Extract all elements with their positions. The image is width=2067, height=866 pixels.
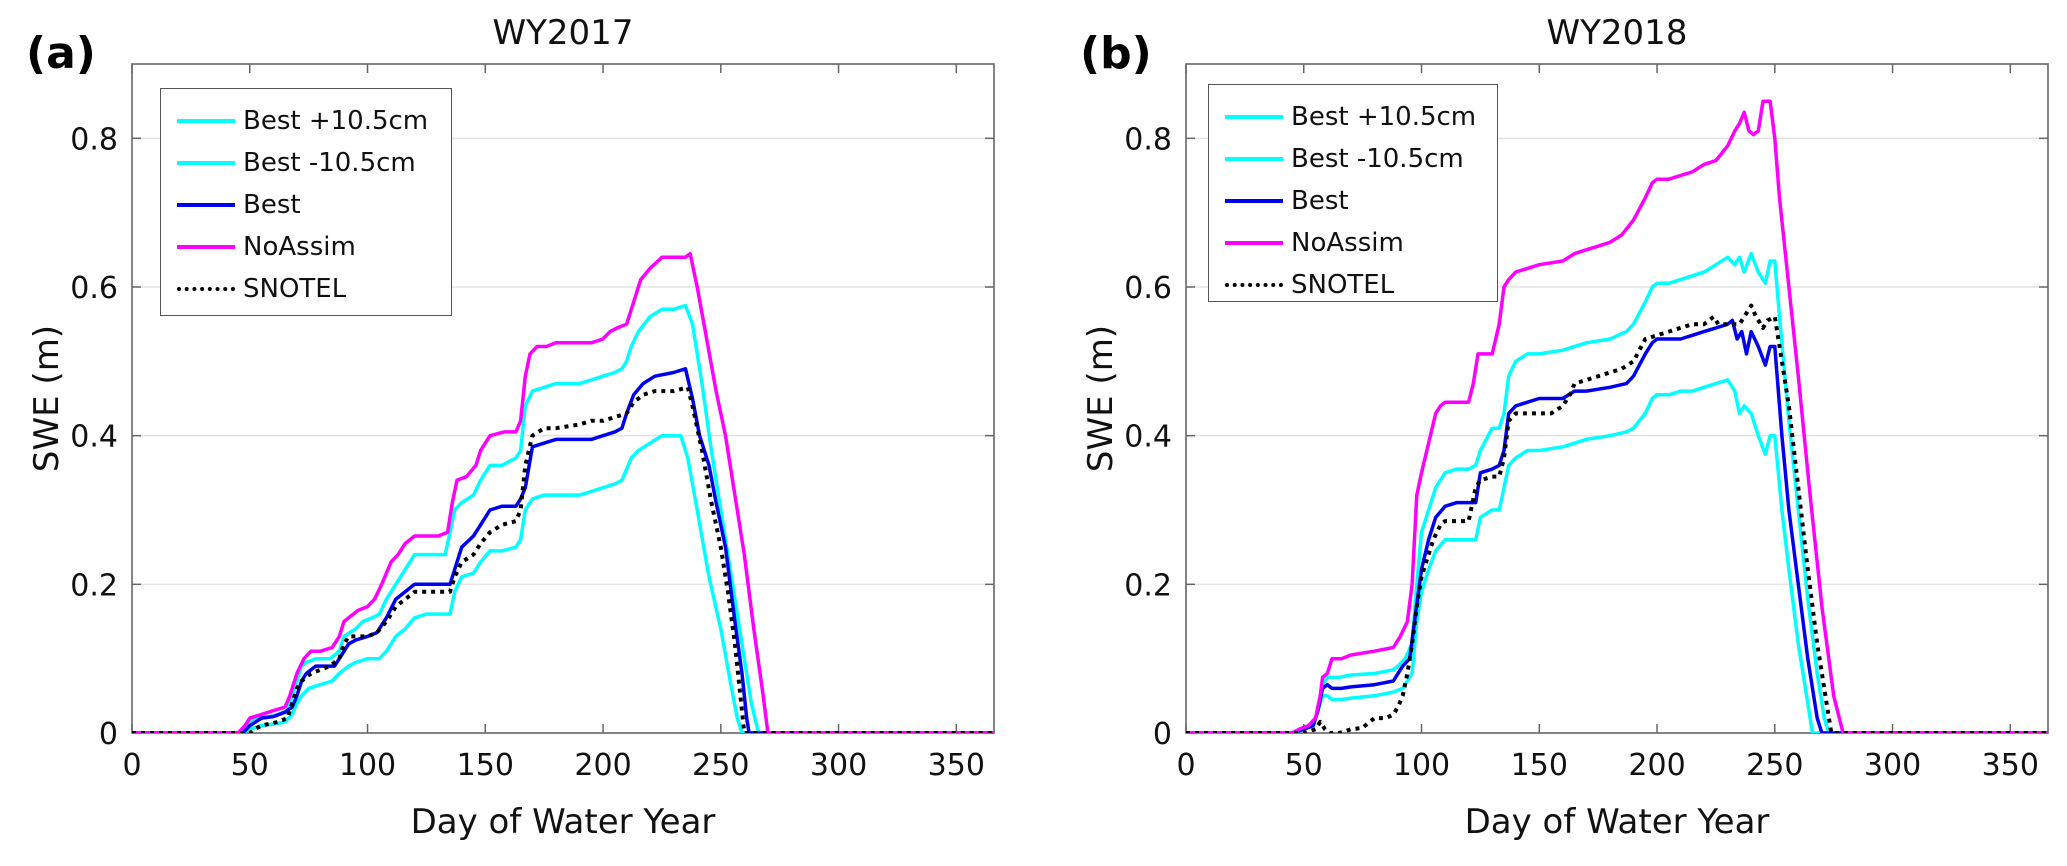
series-line-best-10-5cm xyxy=(132,303,994,733)
panel-label: (a) xyxy=(26,28,96,79)
series-line-best xyxy=(1186,318,2048,733)
series-line-noassim xyxy=(132,251,994,733)
x-tick-label: 350 xyxy=(928,748,985,783)
plot-area xyxy=(132,251,994,733)
x-tick-label: 300 xyxy=(810,748,867,783)
y-axis-label: SWE (m) xyxy=(27,325,67,472)
legend-swatch-icon xyxy=(177,203,235,207)
legend-item: Best xyxy=(1209,181,1349,221)
x-tick-label: 150 xyxy=(457,748,514,783)
x-tick-label: 200 xyxy=(574,748,631,783)
panel-a: (a) WY2017 0 50 100 150 200 250 300 350 0 0.2 0.4 0.… xyxy=(0,0,1033,866)
axes-box xyxy=(1185,63,2049,734)
legend-swatch-icon xyxy=(1225,157,1283,161)
legend-item: NoAssim xyxy=(1209,223,1404,263)
series-line-best-10-5cm xyxy=(1186,251,2048,733)
chart-title: WY2017 xyxy=(493,13,634,53)
y-tick-label: 0.8 xyxy=(70,122,118,157)
x-tick-label: 250 xyxy=(692,748,749,783)
legend-label: Best xyxy=(1291,186,1349,216)
x-tick-label: 300 xyxy=(1864,748,1921,783)
y-tick-label: 0.2 xyxy=(70,568,118,603)
legend-swatch-icon xyxy=(177,245,235,249)
legend-item: Best xyxy=(161,185,301,225)
x-tick-label: 0 xyxy=(122,748,141,783)
x-tick-label: 150 xyxy=(1511,748,1568,783)
series-line-best xyxy=(132,367,994,733)
x-tick-label: 100 xyxy=(339,748,396,783)
x-tick-label: 100 xyxy=(1393,748,1450,783)
legend-swatch-icon xyxy=(177,161,235,165)
series-line-snotel xyxy=(1186,303,2048,733)
legend-label: SNOTEL xyxy=(1291,270,1395,300)
legend-item: SNOTEL xyxy=(161,269,346,309)
x-tick-label: 50 xyxy=(1285,748,1323,783)
panel-b: (b) WY2018 0 50 100 150 200 250 300 350 0 0.2 0.4 0.… xyxy=(1054,0,2067,866)
y-tick-label: 0.8 xyxy=(1124,122,1172,157)
plot-area xyxy=(1186,99,2048,733)
legend-item: SNOTEL xyxy=(1209,265,1394,305)
chart-wy2017: WY2017 0 50 100 150 200 250 300 350 0 0.2 0.4 0.6 0.8… xyxy=(27,13,995,842)
chart-legend: Best +10.5cm Best -10.5cm Best NoAssim SNOTE… xyxy=(160,88,452,316)
x-tick-label: 200 xyxy=(1628,748,1685,783)
legend-label: SNOTEL xyxy=(243,274,347,304)
chart-wy2018: WY2018 0 50 100 150 200 250 300 350 0 0.2 0.4 0.6 0.8… xyxy=(1081,13,2049,842)
axes-box xyxy=(131,63,995,734)
legend-swatch-icon xyxy=(177,119,235,123)
series-line-noassim xyxy=(1186,99,2048,733)
legend-label: Best -10.5cm xyxy=(243,148,416,178)
x-tick-label: 0 xyxy=(1176,748,1195,783)
series-line-best-10-5cm xyxy=(1186,378,2048,733)
y-tick-label: 0 xyxy=(1153,717,1172,752)
legend-label: NoAssim xyxy=(1291,228,1404,258)
legend-swatch-icon xyxy=(1225,115,1283,119)
legend-item: Best +10.5cm xyxy=(1209,97,1476,137)
x-axis-label: Day of Water Year xyxy=(1465,802,1770,842)
x-tick-label: 50 xyxy=(231,748,269,783)
legend-swatch-icon xyxy=(1225,283,1283,287)
legend-swatch-icon xyxy=(177,287,235,291)
legend-label: NoAssim xyxy=(243,232,356,262)
legend-label: Best -10.5cm xyxy=(1291,144,1464,174)
y-tick-label: 0 xyxy=(99,717,118,752)
chart-legend: Best +10.5cm Best -10.5cm Best NoAssim SNOTE… xyxy=(1208,84,1498,302)
legend-item: Best -10.5cm xyxy=(161,143,416,183)
legend-label: Best +10.5cm xyxy=(243,106,429,136)
y-axis-label: SWE (m) xyxy=(1081,325,1121,472)
chart-title: WY2018 xyxy=(1547,13,1688,53)
legend-item: Best -10.5cm xyxy=(1209,139,1464,179)
x-tick-label: 350 xyxy=(1982,748,2039,783)
legend-label: Best +10.5cm xyxy=(1291,102,1477,132)
y-tick-label: 0.4 xyxy=(1124,420,1172,455)
y-tick-label: 0.6 xyxy=(1124,271,1172,306)
legend-swatch-icon xyxy=(1225,241,1283,245)
x-axis-label: Day of Water Year xyxy=(411,802,716,842)
series-line-best-10-5cm xyxy=(132,433,994,733)
legend-swatch-icon xyxy=(1225,199,1283,203)
legend-item: NoAssim xyxy=(161,227,356,267)
y-tick-label: 0.6 xyxy=(70,271,118,306)
legend-label: Best xyxy=(243,190,301,220)
y-tick-label: 0.2 xyxy=(1124,568,1172,603)
panel-label: (b) xyxy=(1080,28,1152,79)
legend-item: Best +10.5cm xyxy=(161,101,428,141)
y-tick-label: 0.4 xyxy=(70,420,118,455)
x-tick-label: 250 xyxy=(1746,748,1803,783)
